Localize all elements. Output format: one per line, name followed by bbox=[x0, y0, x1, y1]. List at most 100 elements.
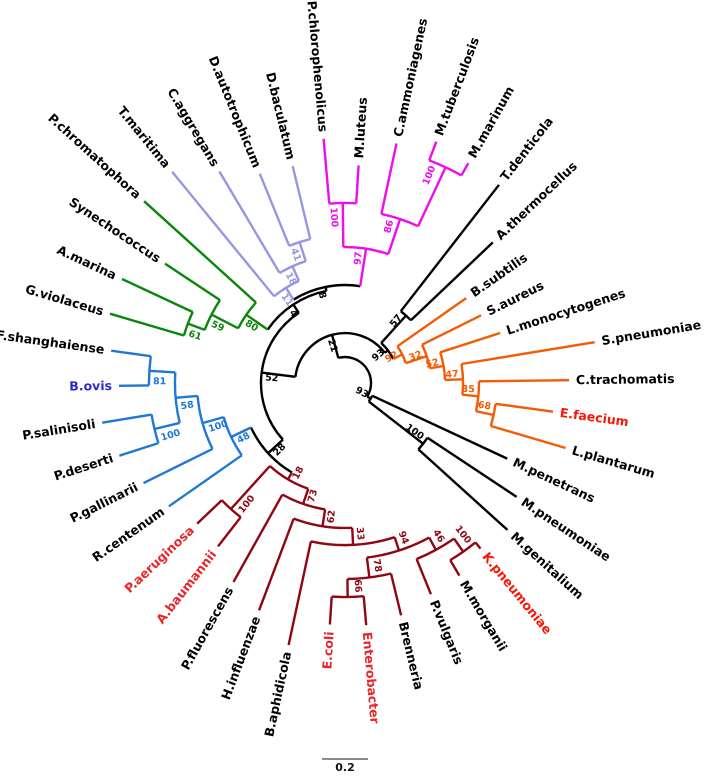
support-value: 33 bbox=[354, 527, 366, 541]
support-value: 58 bbox=[180, 399, 195, 412]
branch bbox=[328, 596, 333, 625]
branch bbox=[428, 537, 437, 551]
branch bbox=[187, 322, 206, 332]
support-value: 41 bbox=[288, 247, 303, 263]
leaf-label: E.coli bbox=[319, 631, 336, 670]
branch bbox=[362, 596, 368, 626]
scale-bar: 0.2 bbox=[322, 758, 368, 774]
branch bbox=[286, 471, 294, 481]
branch bbox=[380, 143, 398, 215]
support-value: 100 bbox=[327, 207, 339, 228]
branch bbox=[321, 509, 327, 527]
clade-arc bbox=[147, 356, 152, 386]
branch bbox=[389, 573, 403, 616]
clade-arc bbox=[449, 541, 477, 562]
clade-arc bbox=[416, 537, 455, 561]
branch bbox=[121, 277, 194, 314]
branch bbox=[393, 536, 401, 551]
branch bbox=[490, 424, 566, 450]
branch bbox=[230, 426, 252, 439]
clade-arc bbox=[249, 426, 293, 474]
branch bbox=[142, 447, 214, 485]
branch bbox=[217, 516, 242, 548]
branch bbox=[109, 312, 185, 337]
branch bbox=[359, 248, 368, 287]
branch bbox=[355, 165, 360, 204]
branch bbox=[341, 202, 345, 248]
branch bbox=[421, 314, 482, 346]
branch bbox=[417, 448, 509, 531]
branch bbox=[168, 454, 243, 508]
branch bbox=[410, 241, 494, 322]
clade-arc bbox=[294, 331, 386, 377]
branch bbox=[396, 297, 467, 348]
branch bbox=[164, 262, 221, 302]
branch bbox=[171, 170, 276, 298]
branch bbox=[102, 413, 152, 424]
clade-arc bbox=[337, 355, 373, 398]
clade-arc bbox=[266, 289, 327, 331]
branch bbox=[196, 499, 223, 525]
clade-arc bbox=[273, 279, 300, 298]
leaf-label: M.luteus bbox=[351, 97, 370, 159]
branch bbox=[380, 314, 407, 344]
branch bbox=[154, 421, 180, 431]
branch bbox=[392, 353, 403, 360]
support-value: 66 bbox=[352, 579, 364, 593]
branch bbox=[218, 170, 281, 274]
branch bbox=[399, 184, 500, 312]
clade-arc bbox=[343, 245, 389, 256]
branch bbox=[175, 394, 198, 399]
clade-arc bbox=[222, 416, 243, 456]
branch bbox=[258, 173, 291, 247]
support-value: 68 bbox=[477, 400, 492, 413]
branch bbox=[291, 265, 300, 282]
support-value: 21 bbox=[325, 338, 340, 354]
support-value: 86 bbox=[382, 219, 396, 235]
branch bbox=[257, 518, 295, 611]
branch bbox=[426, 436, 518, 498]
branch bbox=[429, 364, 444, 370]
clade-arc bbox=[196, 395, 214, 450]
support-value: 47 bbox=[445, 369, 459, 381]
clade-arc bbox=[281, 493, 326, 511]
support-value: 59 bbox=[209, 319, 226, 334]
clade-arc bbox=[292, 283, 361, 301]
clade-arc bbox=[293, 517, 353, 530]
support-value: 94 bbox=[396, 530, 411, 547]
branch bbox=[245, 313, 269, 331]
branch bbox=[301, 488, 310, 505]
branch bbox=[478, 379, 570, 383]
branch bbox=[474, 541, 482, 550]
branch bbox=[449, 559, 461, 577]
clade-arc bbox=[366, 536, 430, 559]
branch bbox=[415, 558, 433, 595]
branch bbox=[453, 537, 465, 553]
support-value: 32 bbox=[407, 349, 423, 364]
support-value: 52 bbox=[265, 372, 279, 384]
support-value: 62 bbox=[326, 510, 338, 524]
branch bbox=[460, 162, 470, 176]
branch bbox=[439, 331, 501, 354]
branch bbox=[351, 527, 355, 545]
branch bbox=[287, 541, 313, 646]
support-value: 78 bbox=[370, 558, 383, 573]
branch bbox=[330, 334, 340, 359]
branch bbox=[292, 303, 300, 314]
branch bbox=[230, 465, 271, 510]
support-value: 73 bbox=[306, 488, 320, 504]
branch bbox=[111, 349, 151, 358]
clade-arc bbox=[259, 311, 300, 441]
branch bbox=[210, 313, 239, 330]
branch bbox=[417, 166, 447, 227]
branch bbox=[284, 287, 295, 301]
scale-bar-label: 0.2 bbox=[335, 761, 355, 774]
branch bbox=[365, 557, 371, 578]
branch bbox=[322, 138, 331, 204]
leaf-label: B.ovis bbox=[69, 378, 112, 394]
clade-arc bbox=[474, 381, 481, 412]
support-value: 52 bbox=[425, 357, 440, 371]
